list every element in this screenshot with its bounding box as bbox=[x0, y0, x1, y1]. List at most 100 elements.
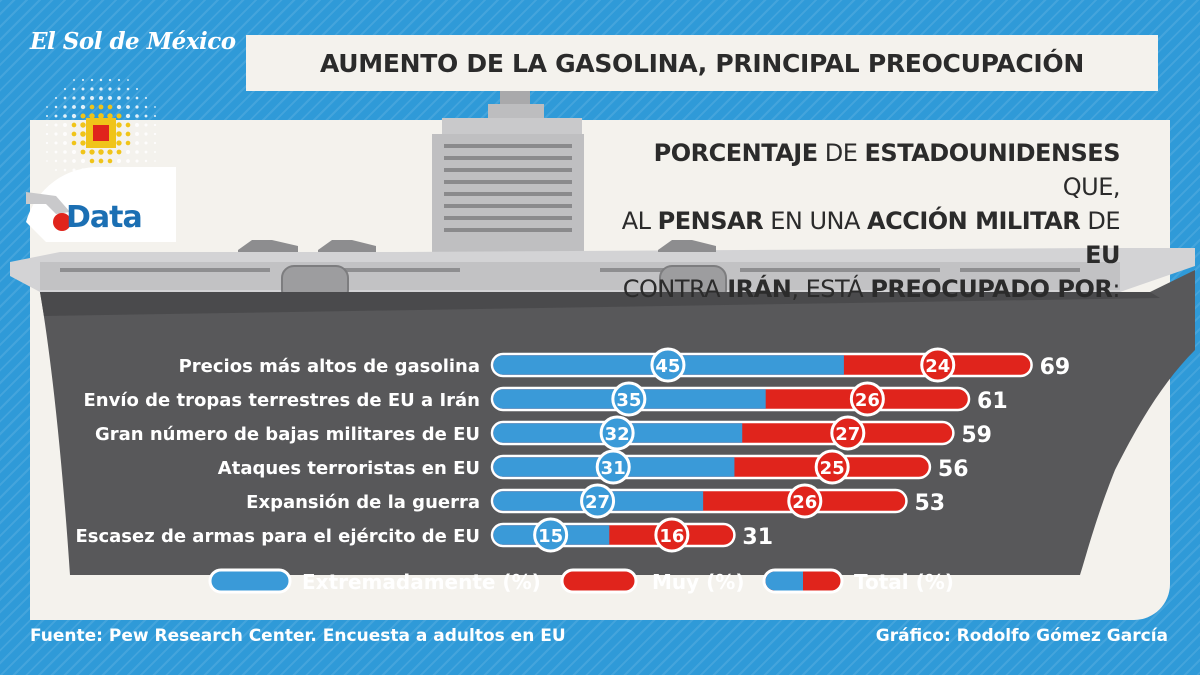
logo-dot bbox=[54, 105, 58, 109]
logo-dot bbox=[89, 158, 95, 164]
logo-dot bbox=[117, 177, 121, 181]
logo-dot bbox=[55, 169, 57, 171]
logo-dot bbox=[135, 132, 139, 136]
value-badge-extreme bbox=[595, 449, 631, 485]
logo-dot bbox=[89, 113, 95, 119]
logo-dot bbox=[71, 113, 77, 119]
logo-dot bbox=[89, 149, 95, 155]
legend-label-extreme: Extremadamente (%) bbox=[302, 570, 541, 594]
category-label: Ataques terroristas en EU bbox=[218, 458, 480, 479]
logo-dot bbox=[72, 87, 76, 91]
logo-dot bbox=[80, 158, 86, 164]
value-label-extreme: 15 bbox=[538, 526, 563, 547]
logo-dot bbox=[117, 168, 121, 172]
logo-dot bbox=[72, 177, 76, 181]
logo-dot bbox=[54, 150, 58, 154]
value-label-very: 27 bbox=[835, 424, 860, 445]
logo-dot bbox=[144, 141, 148, 145]
value-label-extreme: 35 bbox=[616, 390, 641, 411]
logo-dot bbox=[90, 96, 94, 100]
logo-dot bbox=[126, 168, 130, 172]
logo-dot bbox=[153, 114, 157, 118]
logo-dot bbox=[63, 96, 67, 100]
category-label: Escasez de armas para el ejército de EU bbox=[75, 526, 480, 547]
value-badge-very bbox=[787, 483, 823, 519]
logo-dot bbox=[45, 123, 49, 127]
logo-dot bbox=[135, 114, 139, 118]
logo-dot bbox=[45, 132, 49, 136]
logo-dot bbox=[144, 123, 148, 127]
total-label: 59 bbox=[961, 423, 992, 448]
logo-dot bbox=[98, 113, 104, 119]
category-label: Gran número de bajas militares de EU bbox=[95, 424, 480, 445]
chart-subtitle: PORCENTAJE DE ESTADOUNIDENSES QUE, AL PEN… bbox=[621, 139, 1121, 303]
total-label: 31 bbox=[742, 525, 773, 550]
source-note: Fuente: Pew Research Center. Encuesta a … bbox=[30, 626, 566, 646]
value-badge-extreme bbox=[599, 415, 635, 451]
value-label-very: 16 bbox=[659, 526, 684, 547]
value-badge-extreme bbox=[533, 517, 569, 553]
data-logo-text: Data bbox=[66, 200, 143, 235]
logo-dot bbox=[71, 149, 77, 155]
logo-dot bbox=[63, 141, 67, 145]
logo-dot bbox=[125, 113, 131, 119]
logo-dot bbox=[108, 177, 112, 181]
logo-dot bbox=[108, 96, 112, 100]
logo-dot bbox=[126, 96, 130, 100]
logo-dot bbox=[63, 132, 67, 136]
logo-dot bbox=[135, 150, 139, 154]
logo-dot bbox=[72, 159, 76, 163]
logo-dot bbox=[71, 131, 77, 137]
value-label-very: 24 bbox=[925, 356, 950, 377]
logo-dot bbox=[63, 114, 67, 118]
logo-dot bbox=[135, 96, 139, 100]
jet-icon bbox=[238, 240, 716, 252]
logo-dot bbox=[98, 104, 104, 110]
value-badge-extreme bbox=[650, 347, 686, 383]
logo-dot bbox=[99, 186, 103, 190]
logo-dot bbox=[154, 106, 156, 108]
logo-dot bbox=[99, 78, 103, 82]
value-label-very: 26 bbox=[855, 390, 880, 411]
value-label-extreme: 32 bbox=[605, 424, 630, 445]
logo-dot bbox=[107, 158, 113, 164]
logo-dot bbox=[98, 95, 104, 101]
logo-dot bbox=[144, 114, 148, 118]
logo-dot bbox=[116, 149, 122, 155]
logo-dot bbox=[54, 96, 58, 100]
logo-dot bbox=[125, 140, 131, 146]
logo-dot bbox=[54, 123, 58, 127]
logo-dot bbox=[72, 168, 76, 172]
logo-dot bbox=[153, 132, 157, 136]
logo-dot bbox=[99, 87, 103, 91]
logo-dot bbox=[107, 113, 113, 119]
logo-dot bbox=[63, 87, 67, 91]
value-badge-extreme bbox=[580, 483, 616, 519]
logo-dot bbox=[72, 105, 76, 109]
logo-dot bbox=[144, 96, 148, 100]
value-badge-very bbox=[654, 517, 690, 553]
logo-dot bbox=[135, 87, 139, 91]
logo-dot bbox=[125, 131, 131, 137]
legend: Extremadamente (%) Muy (%) Total (%) bbox=[208, 568, 954, 594]
logo-dot bbox=[82, 187, 84, 189]
logo-dot bbox=[153, 150, 157, 154]
logo-dot bbox=[45, 114, 49, 118]
logo-dot bbox=[107, 149, 113, 155]
logo-dot bbox=[116, 122, 122, 128]
value-badge-very bbox=[814, 449, 850, 485]
logo-dot bbox=[90, 186, 94, 190]
logo-dot bbox=[135, 159, 139, 163]
legend-swatch-very bbox=[560, 568, 638, 594]
logo-dot bbox=[116, 140, 122, 146]
logo-dot bbox=[117, 78, 121, 82]
logo-dot bbox=[144, 150, 148, 154]
logo-dot bbox=[73, 187, 75, 189]
legend-swatch-total bbox=[762, 568, 844, 594]
logo-dot bbox=[98, 158, 104, 164]
logo-dot bbox=[153, 123, 157, 127]
logo-dot bbox=[153, 141, 157, 145]
logo-dot bbox=[80, 122, 86, 128]
logo-dot bbox=[80, 104, 86, 110]
